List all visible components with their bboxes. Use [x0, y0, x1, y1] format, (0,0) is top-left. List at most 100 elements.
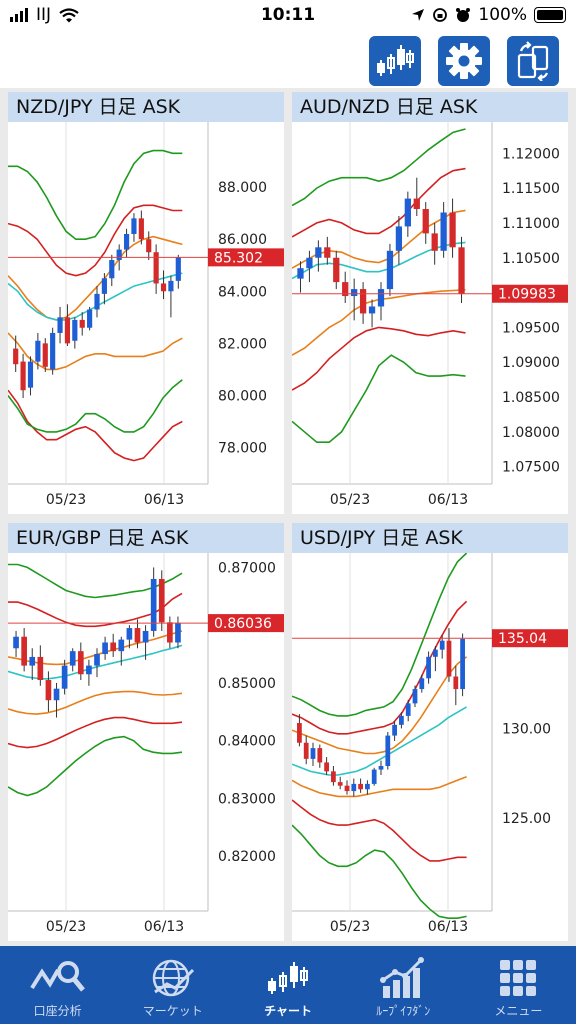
candle-bullish: [175, 257, 181, 281]
candle-bearish: [324, 247, 331, 258]
bollinger-upper-outer: [8, 149, 183, 240]
tab-account-analysis[interactable]: 口座分析: [0, 946, 115, 1024]
candle-bullish: [377, 289, 385, 307]
candle-bullish: [29, 656, 36, 666]
bollinger-lower-2sigma: [8, 735, 183, 797]
candle-bearish: [153, 252, 159, 284]
candle-bullish: [94, 293, 100, 310]
status-right: 100%: [411, 5, 566, 25]
candle-bearish: [42, 343, 48, 367]
current-price-tag: [208, 248, 284, 267]
candle-bullish: [53, 688, 60, 701]
battery-icon: [534, 7, 566, 23]
chart-panel-usdjpy[interactable]: USD/JPY 日足 ASK 05/2306/13135.00130.00125…: [292, 523, 568, 941]
candle-bullish: [439, 640, 445, 650]
candle-bullish: [27, 361, 34, 388]
candle-bearish: [134, 628, 141, 643]
candle-bearish: [110, 642, 117, 652]
x-tick-label: 05/23: [330, 492, 370, 508]
candle-bullish: [101, 278, 107, 294]
y-tick-label: 1.09500: [502, 320, 560, 336]
battery-percent: 100%: [478, 5, 527, 25]
bollinger-upper-inner: [292, 600, 468, 735]
tab-label: チャート: [264, 1004, 312, 1018]
signal-icon: [10, 8, 28, 22]
grid-menu-icon: [500, 960, 537, 996]
candle-bearish: [64, 317, 71, 344]
tab-menu[interactable]: メニュー: [461, 946, 576, 1024]
rotate-button[interactable]: [507, 36, 559, 86]
chart-title: AUD/NZD 日足 ASK: [292, 92, 568, 122]
y-tick-label: 0.82000: [218, 849, 276, 865]
candlestick-chart[interactable]: 05/23 06/13 88.000 86.000 84.000 82.000 80.000…: [8, 122, 284, 514]
candle-bullish: [13, 636, 19, 649]
candle-bullish: [368, 306, 376, 314]
short-moving-average-line: [292, 706, 468, 776]
globe-icon: [152, 959, 194, 997]
y-tick-label: 1.08500: [502, 390, 560, 406]
candle-bearish: [13, 348, 19, 365]
candle-bullish: [61, 665, 68, 689]
chart-type-button[interactable]: [369, 36, 421, 86]
x-tick-label: 06/13: [144, 919, 184, 935]
account-analysis-icon: [29, 961, 85, 992]
candle-bullish: [131, 218, 137, 234]
settings-button[interactable]: [438, 36, 490, 86]
candle-bullish: [404, 198, 411, 227]
chart-panel-nzdjpy[interactable]: NZD/JPY 日足 ASK 05/23 06/13 88.000 86.000 84.…: [8, 92, 284, 514]
chart-toolbar: [0, 32, 576, 88]
candle-bearish: [21, 636, 27, 666]
x-tick-label: 06/13: [428, 919, 468, 935]
candle-bearish: [333, 257, 340, 283]
candle-bearish: [422, 209, 429, 234]
current-price-tag: [208, 614, 284, 633]
tab-label: メニュー: [494, 1004, 543, 1018]
candle-bullish: [116, 249, 122, 261]
moving-average-line: [8, 235, 183, 321]
candle-bullish: [365, 783, 370, 790]
bollinger-lower-inner: [292, 776, 467, 798]
candle-bullish: [123, 233, 130, 250]
candle-bullish: [69, 651, 76, 666]
gear-icon: [446, 43, 482, 79]
candle-bullish: [150, 578, 157, 631]
y-tick-label: 1.12000: [502, 146, 560, 162]
chart-panel-audnzd[interactable]: AUD/NZD 日足 ASK 05/23 06/13 1.12000 1.11500 1…: [292, 92, 568, 514]
tab-market[interactable]: マーケット: [115, 946, 230, 1024]
current-price-label: 85.302: [214, 250, 263, 266]
bollinger-upper-inner: [292, 167, 466, 238]
bollinger-upper-inner: [8, 204, 183, 277]
candle-bullish: [72, 319, 78, 341]
candle-bearish: [317, 748, 323, 763]
candle-bullish: [405, 703, 411, 716]
candle-bullish: [102, 642, 108, 655]
y-tick-label: 84.000: [218, 284, 267, 300]
candle-bullish: [392, 724, 397, 736]
candlestick-chart[interactable]: 05/2306/130.870000.860000.850000.840000.…: [8, 553, 284, 941]
x-tick-label: 06/13: [428, 492, 468, 508]
short-moving-average-line: [8, 644, 183, 680]
candle-bullish: [175, 622, 181, 643]
y-tick-label: 0.84000: [218, 734, 276, 750]
chart-panel-eurgbp[interactable]: EUR/GBP 日足 ASK 05/2306/130.870000.860000…: [8, 523, 284, 941]
candle-bearish: [167, 622, 173, 643]
x-tick-label: 05/23: [330, 919, 370, 935]
candle-bearish: [413, 198, 420, 210]
candle-bearish: [431, 233, 438, 251]
candle-bullish: [433, 649, 438, 657]
tab-loop-ifdone[interactable]: ﾙｰﾌﾟｲﾌﾀﾞﾝ: [346, 946, 461, 1024]
candle-bearish: [77, 651, 84, 675]
candle-bearish: [324, 762, 329, 772]
candle-bullish: [386, 250, 394, 290]
candle-bullish: [419, 678, 425, 690]
y-tick-label: 1.10500: [502, 251, 560, 267]
candlestick-icon: [268, 962, 308, 994]
status-left: IIJ: [10, 5, 79, 25]
candle-bullish: [118, 639, 125, 652]
current-price-tag: [492, 629, 568, 648]
tab-chart[interactable]: チャート: [230, 946, 345, 1024]
candle-bearish: [337, 782, 343, 786]
candlestick-chart[interactable]: 05/23 06/13 1.12000 1.11500 1.11000 1.10500 1.…: [292, 122, 568, 514]
location-icon: [412, 9, 425, 21]
